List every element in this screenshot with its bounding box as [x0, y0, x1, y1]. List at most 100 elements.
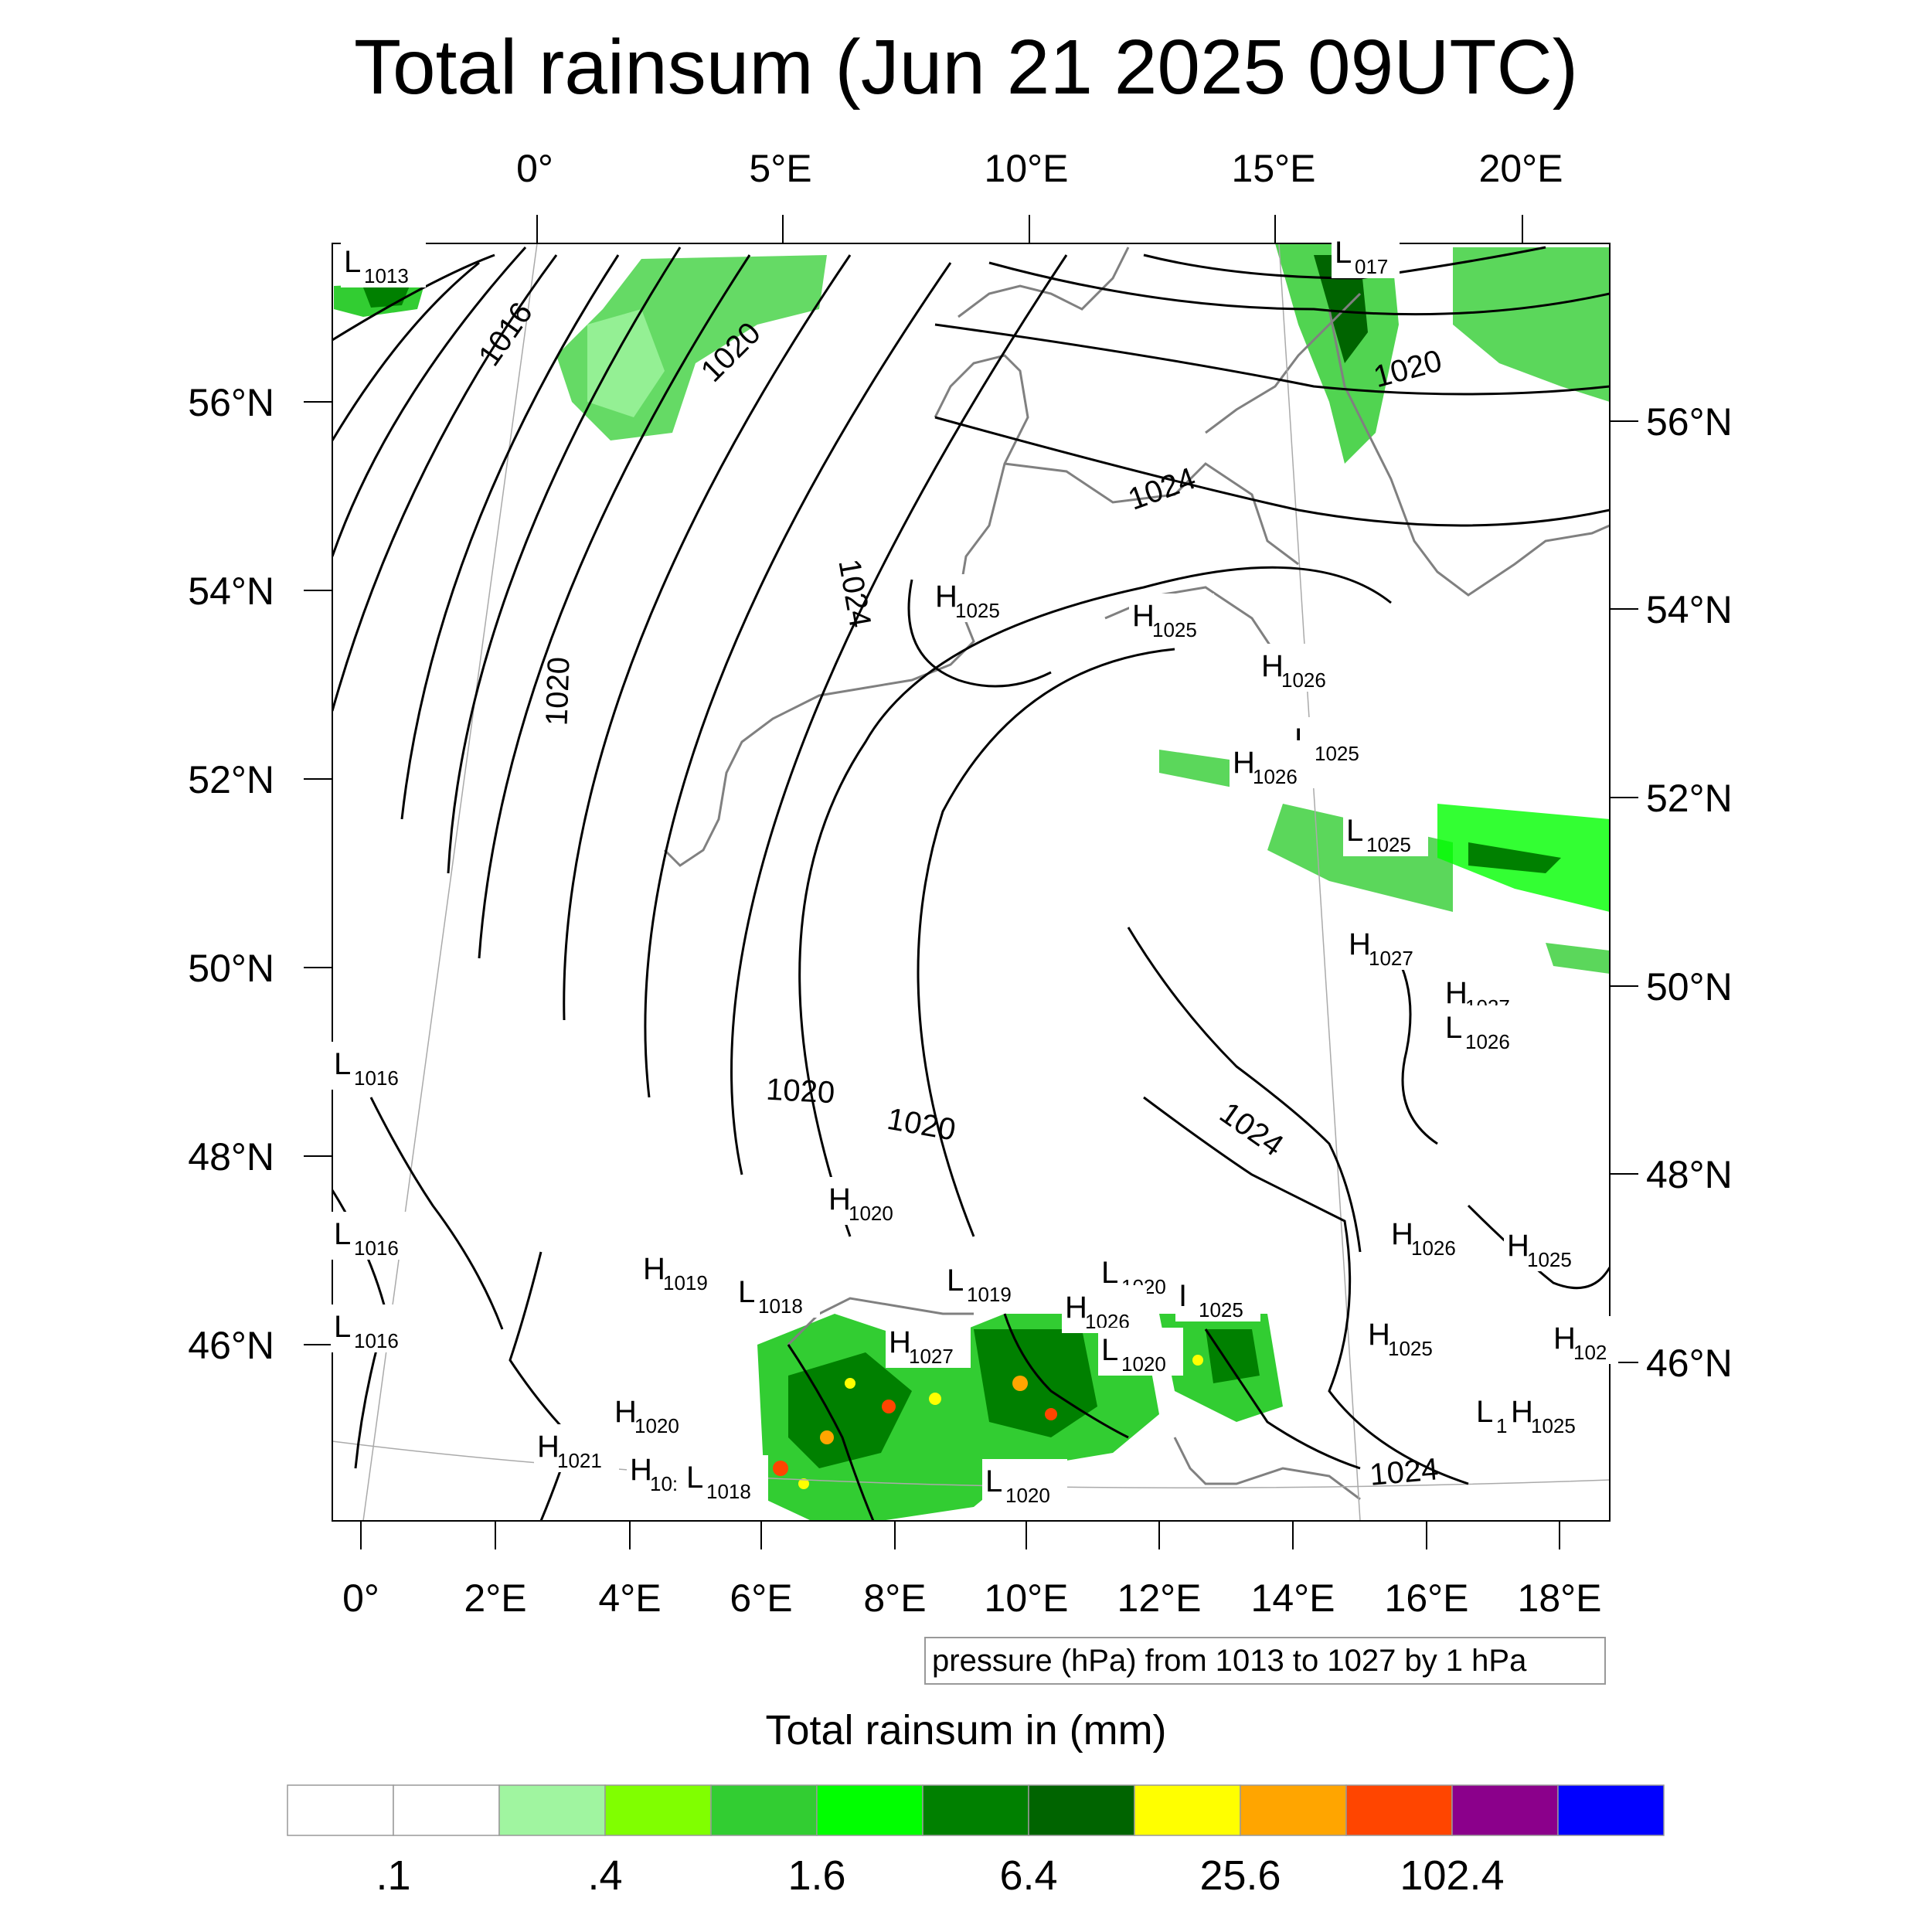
top-lon-labels: 0° 5°E 10°E 15°E 20°E: [516, 147, 1563, 190]
lon-label: 20°E: [1479, 147, 1563, 190]
colorbar-tick-label: 102.4: [1400, 1852, 1504, 1899]
pressure-center-type: H: [1065, 1291, 1087, 1325]
colorbar-swatch: [1028, 1784, 1135, 1836]
pressure-center-low: L 1016: [331, 1304, 416, 1352]
lon-label: 18°E: [1518, 1577, 1602, 1620]
pressure-center-type: H: [1233, 746, 1255, 780]
lat-label: 48°N: [1646, 1153, 1733, 1196]
lat-label: 56°N: [1646, 400, 1733, 444]
lon-label: 5°E: [749, 147, 811, 190]
isobar-label: 1020: [765, 1073, 835, 1111]
pressure-center-value: 1026: [1465, 1030, 1510, 1053]
lon-label: 15°E: [1232, 147, 1316, 190]
pressure-center-type: H: [935, 580, 957, 614]
pressure-center-value: 1025: [1199, 1298, 1243, 1321]
pressure-center-type: L: [947, 1264, 964, 1298]
pressure-center-low: L 017: [1332, 230, 1400, 278]
pressure-center-value: 1026: [1411, 1236, 1456, 1260]
precipitation-field: [334, 243, 1610, 1521]
pressure-center-type: H: [1261, 649, 1284, 683]
pressure-center-value: 1025: [1152, 618, 1197, 641]
pressure-center-type: H: [1507, 1229, 1529, 1263]
colorbar-tick-label: 6.4: [999, 1852, 1057, 1899]
pressure-center-value: 102: [1573, 1341, 1607, 1364]
lon-label: 6°E: [730, 1577, 792, 1620]
pressure-center-type: L: [1476, 1395, 1493, 1429]
pressure-center-value: 1026: [1253, 765, 1298, 788]
lon-label: 10°E: [985, 147, 1069, 190]
pressure-center-type: L: [686, 1461, 703, 1495]
colorbar-swatch: [1345, 1784, 1453, 1836]
pressure-center-type: L: [738, 1275, 755, 1309]
pressure-center-type: L: [334, 1310, 351, 1344]
colorbar-swatch: [1240, 1784, 1347, 1836]
pressure-center-type: H: [1445, 976, 1468, 1010]
colorbar-swatch: [1134, 1784, 1241, 1836]
pressure-center-low: L 1018: [683, 1455, 768, 1503]
lon-label: 10°E: [985, 1577, 1069, 1620]
colorbar-tick-label: .1: [376, 1852, 410, 1899]
lat-label: 50°N: [188, 947, 274, 990]
colorbar-swatch: [604, 1784, 712, 1836]
pressure-center-low: L 1016: [331, 1212, 416, 1260]
pressure-center-type: H: [828, 1182, 851, 1216]
pressure-center-type: L: [1445, 1011, 1462, 1045]
pressure-center-type: H: [630, 1453, 652, 1487]
lat-label: 46°N: [188, 1324, 274, 1367]
lon-label: 0°: [516, 147, 553, 190]
pressure-center-value: 1013: [364, 264, 409, 287]
colorbar-tick-label: 1.6: [787, 1852, 845, 1899]
bottom-lon-labels: 0° 2°E 4°E 6°E 8°E 10°E 12°E 14°E 16°E 1…: [342, 1577, 1601, 1620]
pressure-center-type: H: [1511, 1395, 1533, 1429]
pressure-center-value: 017: [1355, 255, 1388, 278]
pressure-center-low: L 1018: [735, 1270, 820, 1318]
isobar-label: 1024: [832, 556, 877, 630]
pressure-center-type: H: [1368, 1318, 1390, 1352]
pressure-center-value: 1016: [354, 1236, 399, 1260]
pressure-center-value: 1: [1496, 1414, 1507, 1437]
lat-label: 46°N: [1646, 1342, 1733, 1385]
pressure-center-type: H: [1132, 599, 1155, 633]
lon-label: 16°E: [1385, 1577, 1469, 1620]
pressure-center-value: 1019: [967, 1283, 1012, 1306]
isobar-label: 1020: [539, 656, 576, 726]
pressure-center-low: L 1025: [1343, 808, 1428, 856]
pressure-center-value: 1025: [1366, 833, 1411, 856]
pressure-center-type: H: [1349, 927, 1371, 961]
lat-label: 48°N: [188, 1135, 274, 1179]
lon-label: 2°E: [464, 1577, 526, 1620]
pressure-center-type: L: [334, 1217, 351, 1251]
lon-label: 14°E: [1251, 1577, 1335, 1620]
lat-label: 54°N: [1646, 588, 1733, 631]
lat-label: 52°N: [188, 758, 274, 801]
left-lat-labels: 56°N 54°N 52°N 50°N 48°N 46°N: [188, 381, 274, 1367]
pressure-center-value: 1020: [849, 1202, 893, 1225]
isobar-label: 1016: [472, 296, 539, 372]
lon-label: 0°: [342, 1577, 379, 1620]
lat-label: 56°N: [188, 381, 274, 424]
colorbar-swatch: [816, 1784, 923, 1836]
pressure-center-value: 1025: [1388, 1337, 1433, 1360]
isobar-label: 1024: [1369, 1452, 1440, 1492]
pressure-center-low: L 1016: [331, 1042, 416, 1090]
lat-label: 50°N: [1646, 965, 1733, 1009]
lon-label: 12°E: [1117, 1577, 1202, 1620]
pressure-center-type: I: [1179, 1279, 1187, 1313]
pressure-center-value: 1018: [706, 1480, 751, 1503]
lat-label: 54°N: [188, 570, 274, 613]
lat-label: 52°N: [1646, 777, 1733, 820]
